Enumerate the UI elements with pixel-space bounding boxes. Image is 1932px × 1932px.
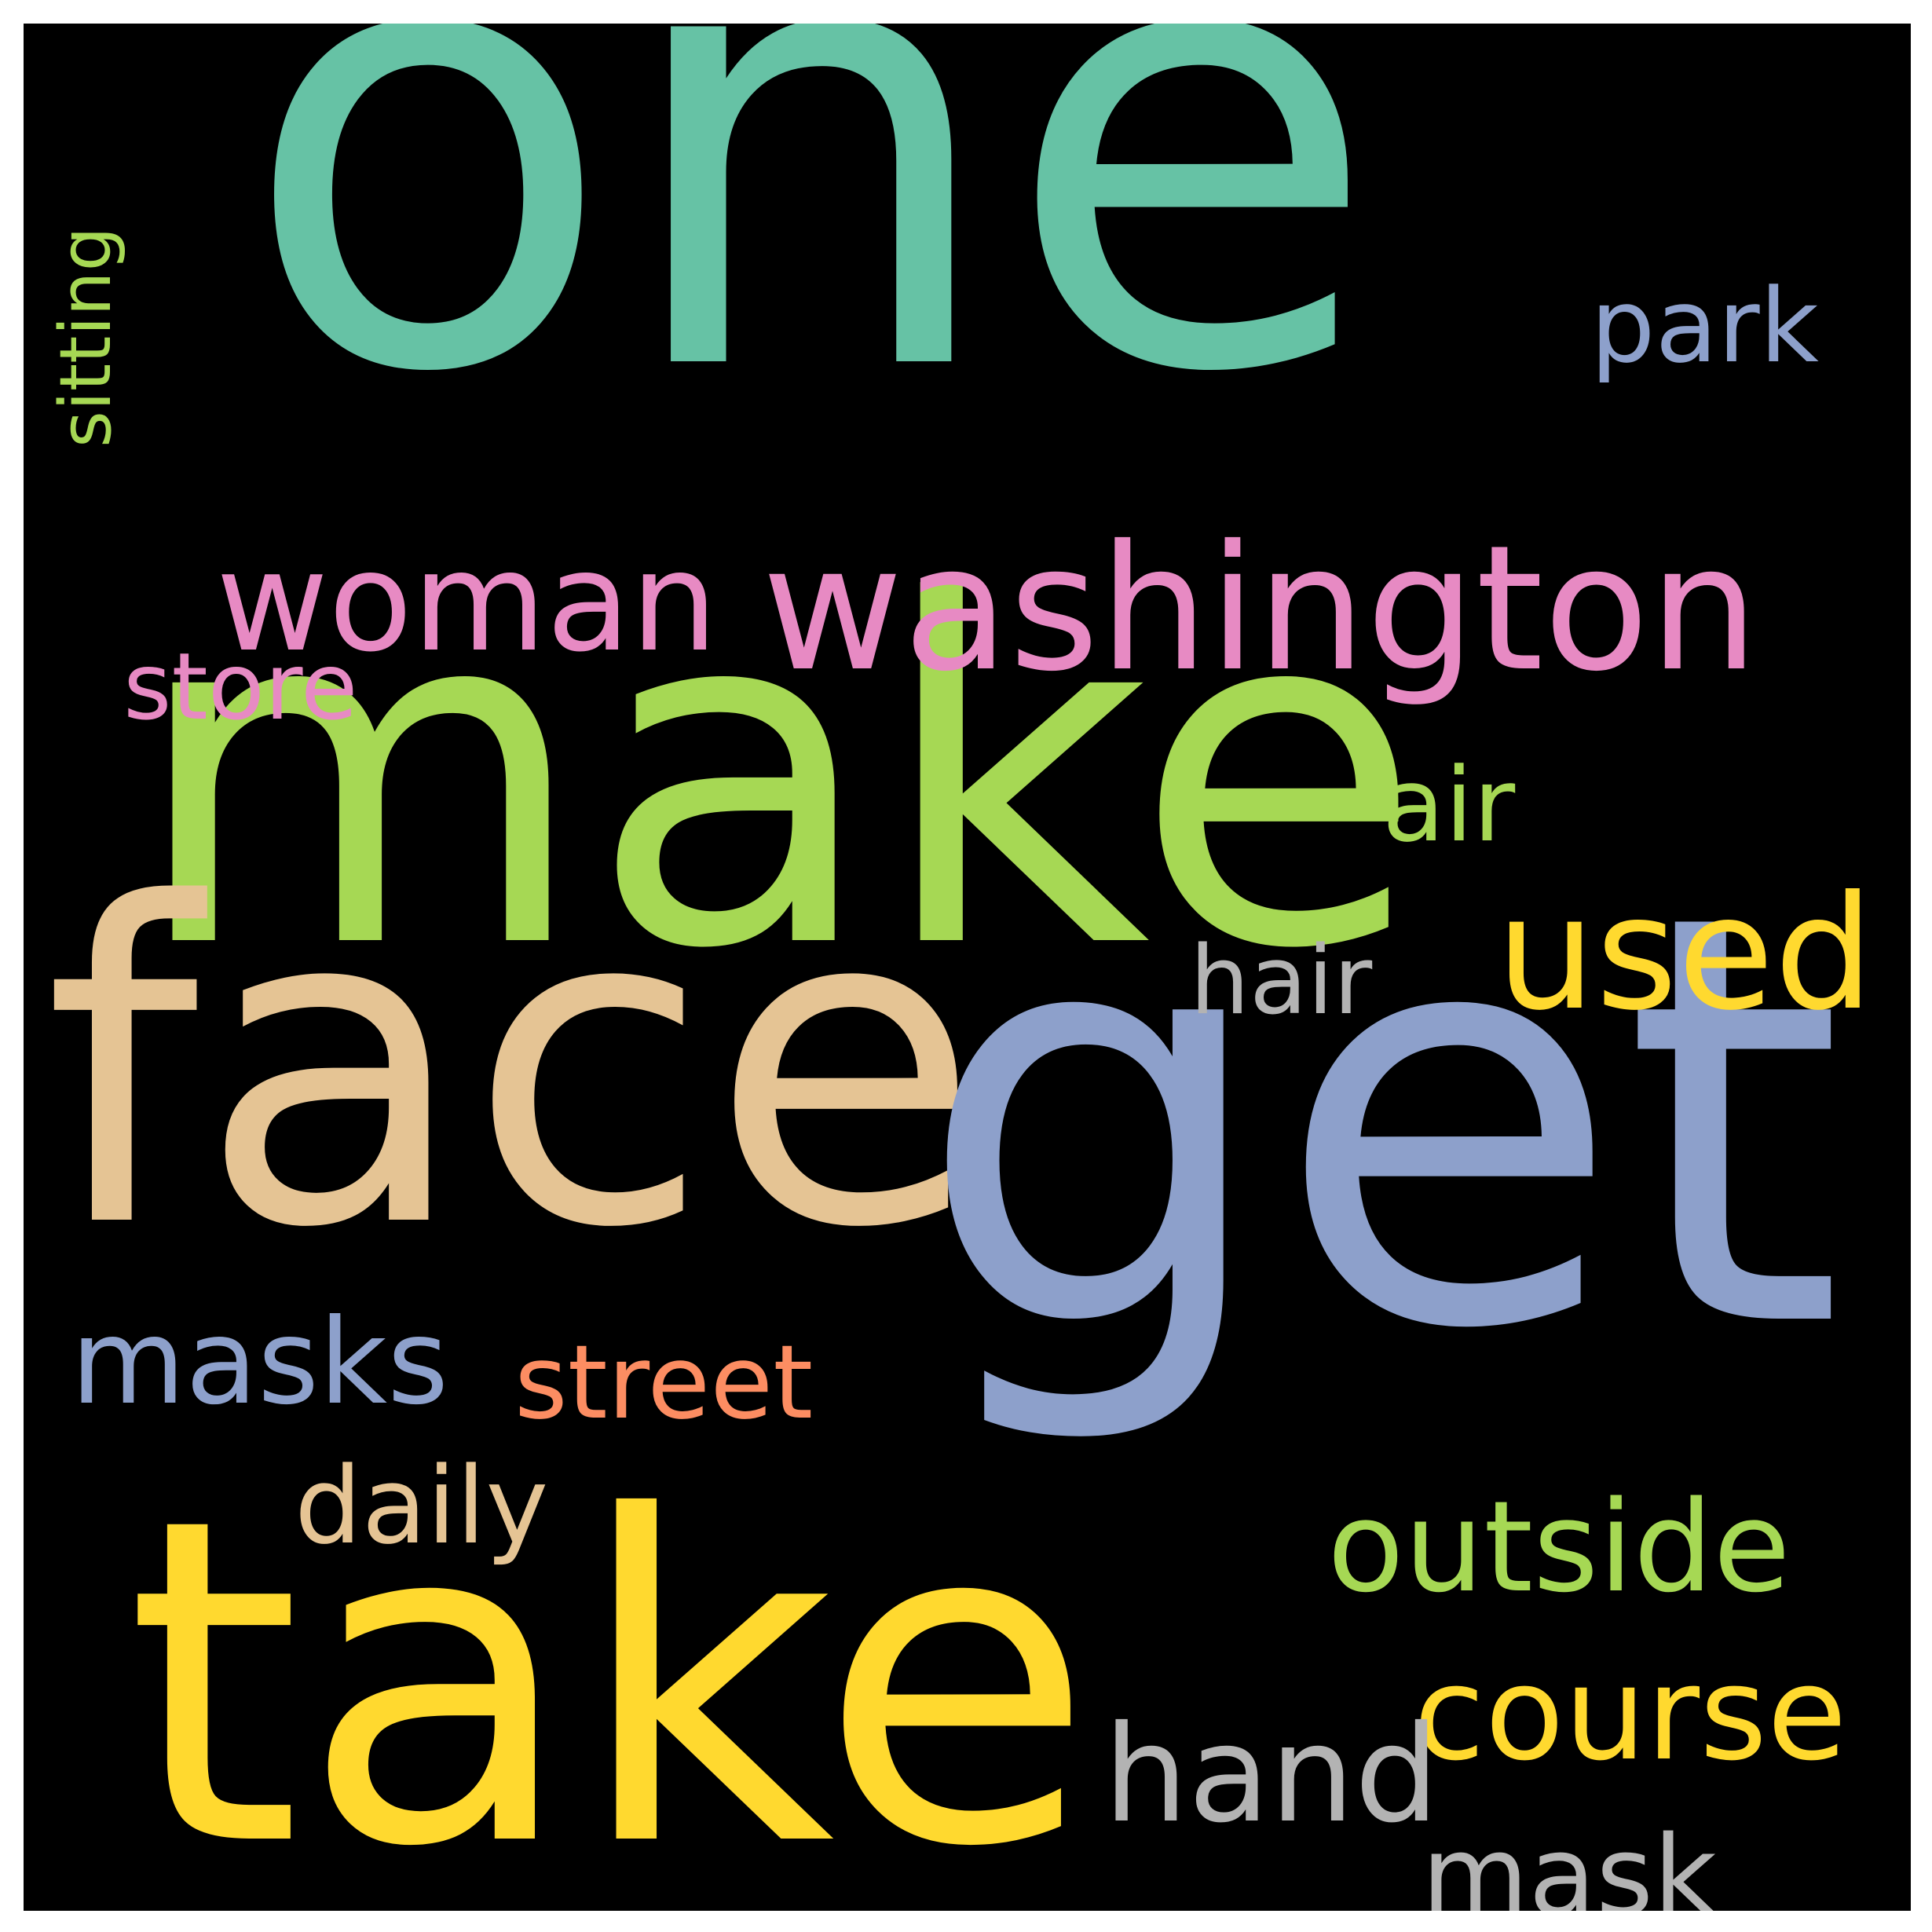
word-park: park <box>1590 266 1819 386</box>
word-air: air <box>1382 745 1516 865</box>
word-one: one <box>240 24 1381 506</box>
word-used: used <box>1496 862 1874 1045</box>
word-hair: hair <box>1190 927 1373 1036</box>
word-face: face <box>44 812 981 1324</box>
word-daily: daily <box>295 1444 549 1568</box>
word-make: make <box>130 503 1424 1052</box>
word-mask: mask <box>1422 1813 1718 1912</box>
word-cloud-canvas: one make face get take washington woman … <box>24 24 1911 1911</box>
word-masks: masks <box>71 1294 449 1431</box>
word-sitting: sitting <box>45 226 127 448</box>
word-course: course <box>1414 1638 1847 1789</box>
word-store: store <box>123 632 358 741</box>
word-street: street <box>514 1323 814 1442</box>
word-take: take <box>126 1424 1095 1911</box>
word-hand: hand <box>1103 1697 1440 1853</box>
word-washington: washington <box>762 508 1759 709</box>
word-get: get <box>916 794 1845 1452</box>
word-outside: outside <box>1327 1473 1791 1620</box>
word-woman: woman <box>216 523 718 682</box>
